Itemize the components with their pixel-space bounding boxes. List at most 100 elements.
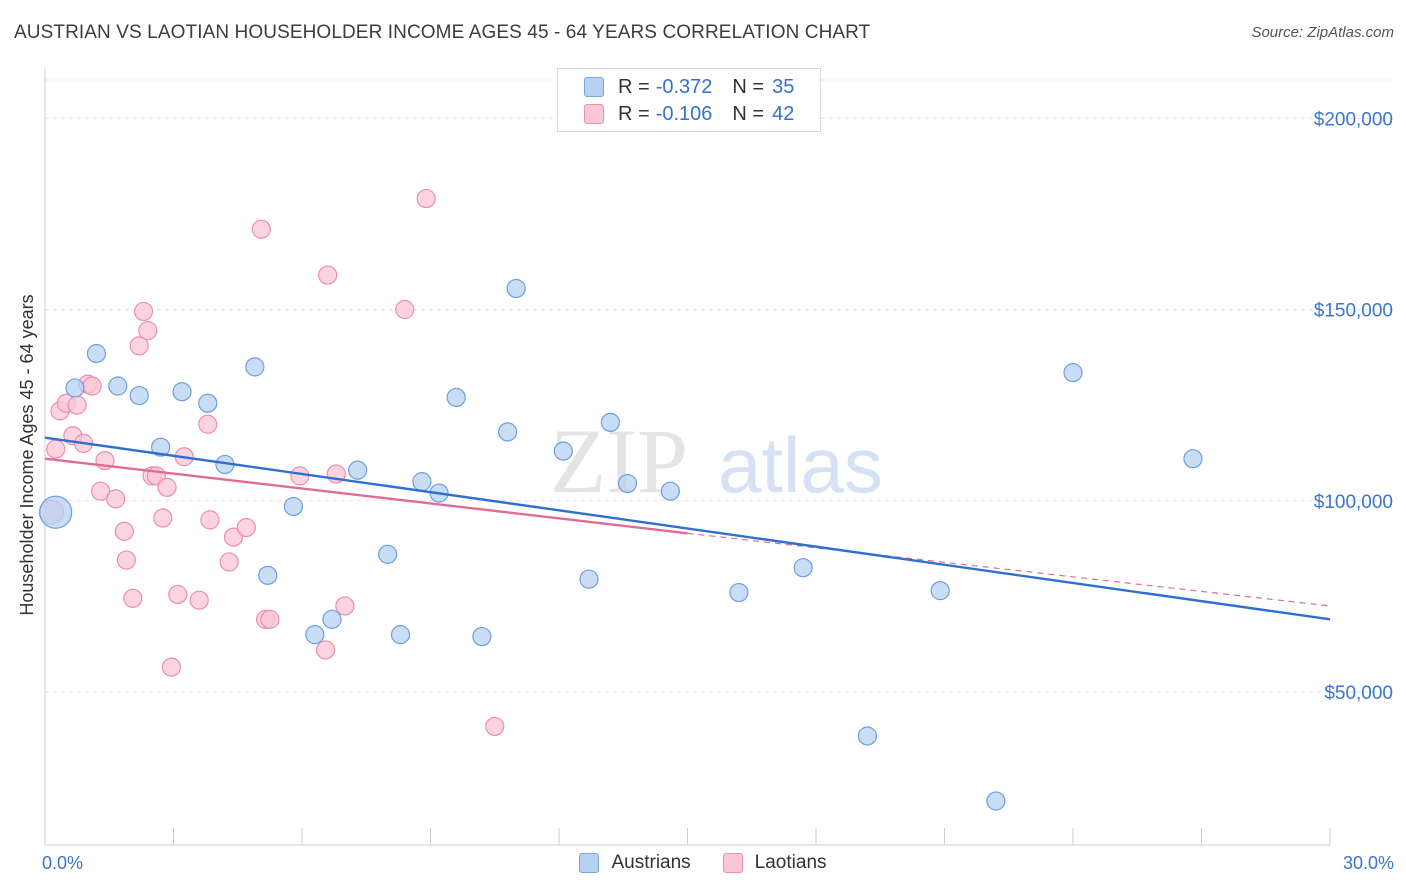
correlation-legend: R = -0.372 N = 35 R = -0.106 N = 42 — [557, 68, 821, 132]
laotians-point — [318, 265, 338, 285]
laotians-point — [335, 596, 355, 616]
trend-lines — [44, 436, 1331, 621]
y-tick-label: $150,000 — [1314, 301, 1393, 322]
austrians-point — [348, 460, 368, 480]
laotians-point — [91, 481, 111, 501]
austrians-point — [793, 558, 813, 578]
laotians-point — [260, 609, 280, 629]
source-label: Source: ZipAtlas.com — [1251, 24, 1394, 41]
austrians-swatch — [579, 853, 600, 873]
austrians-point — [600, 412, 621, 432]
axes — [44, 68, 1331, 846]
austrians-point — [498, 422, 518, 442]
laotians-point — [219, 552, 239, 572]
austrians-points — [39, 278, 1203, 811]
n-value: 42 — [772, 102, 795, 125]
austrians-point — [553, 441, 573, 461]
laotians-point — [129, 336, 149, 356]
r-value: -0.372 — [655, 75, 713, 98]
laotians-point — [46, 439, 66, 459]
austrians-point — [579, 569, 599, 589]
laotians-point — [168, 584, 188, 605]
austrians-point — [446, 387, 466, 408]
laotians-point — [395, 299, 415, 320]
austrians-point — [660, 481, 680, 501]
austrians-point — [172, 382, 192, 402]
watermark-atlas: atlas — [718, 421, 883, 509]
laotians-point — [315, 640, 336, 660]
austrians-point — [472, 626, 492, 647]
laotians-point — [223, 527, 244, 547]
laotians-point — [290, 466, 310, 486]
y-tick-label: $50,000 — [1324, 683, 1393, 704]
chart-title: AUSTRIAN VS LAOTIAN HOUSEHOLDER INCOME A… — [14, 22, 871, 43]
austrians-point — [39, 495, 73, 529]
y-tick-label: $200,000 — [1314, 109, 1393, 130]
y-axis-label: Householder Income Ages 45 - 64 years — [17, 294, 37, 615]
austrians-point — [245, 357, 265, 377]
austrians-point — [322, 609, 342, 629]
y-tick-label: $100,000 — [1314, 492, 1393, 513]
laotians-point — [198, 414, 218, 434]
austrians-point — [65, 378, 85, 398]
austrians-point — [930, 581, 950, 601]
laotians-point — [485, 716, 505, 737]
series-legend: Austrians Laotians — [0, 852, 1406, 874]
n-value: 35 — [772, 75, 795, 98]
austrians-point — [506, 278, 526, 299]
legend-row-austrians: R = -0.372 N = 35 — [584, 73, 794, 101]
austrians-point — [729, 582, 749, 603]
austrians-point — [305, 625, 325, 645]
legend-label-austrians: Austrians — [611, 852, 691, 873]
laotians-point — [416, 188, 436, 209]
legend-item-austrians: Austrians — [579, 852, 691, 874]
x-tick-label: 0.0% — [42, 853, 83, 873]
laotians-point — [114, 521, 134, 541]
laotians-point — [153, 508, 173, 528]
laotians-points — [38, 188, 505, 737]
watermark: ZIP atlas — [550, 410, 883, 512]
laotians-point — [138, 320, 158, 341]
austrians-point — [412, 472, 432, 492]
austrians-point — [378, 544, 398, 564]
austrians-point — [129, 385, 149, 406]
austrians-point — [151, 437, 171, 457]
laotians-swatch — [584, 104, 604, 124]
austrians-point — [857, 726, 878, 746]
r-label: R = — [618, 102, 650, 125]
y-tick-labels: $50,000 $100,000 $150,000 $200,000 — [1314, 109, 1393, 704]
laotians-point — [67, 395, 87, 415]
austrians-point — [1183, 449, 1203, 469]
laotians-point — [200, 510, 220, 530]
x-tick-label: 30.0% — [1343, 853, 1394, 873]
austrians-point — [1063, 363, 1083, 383]
laotians-trend-line — [44, 457, 688, 535]
laotians-point — [123, 588, 143, 608]
laotians-point — [189, 590, 209, 610]
austrians-point — [86, 343, 107, 364]
x-tick-labels: 0.0% 30.0% — [42, 853, 1394, 873]
austrians-point — [283, 496, 304, 517]
laotians-point — [251, 219, 271, 239]
laotians-point — [82, 376, 102, 396]
laotians-swatch — [722, 853, 743, 873]
austrians-point — [108, 376, 128, 396]
n-label: N = — [732, 102, 765, 125]
laotians-point — [106, 489, 126, 509]
legend-row-laotians: R = -0.106 N = 42 — [584, 100, 794, 128]
n-label: N = — [732, 75, 765, 98]
laotians-point — [133, 301, 154, 322]
austrians-trend-line — [44, 436, 1331, 621]
austrians-point — [198, 393, 218, 413]
r-value: -0.106 — [655, 102, 713, 125]
austrians-swatch — [584, 77, 604, 97]
legend-item-laotians: Laotians — [722, 852, 827, 874]
austrians-point — [390, 625, 411, 645]
r-label: R = — [618, 75, 650, 98]
austrians-point — [986, 791, 1006, 811]
austrians-point — [258, 565, 278, 585]
laotians-point — [161, 657, 181, 677]
austrians-point — [617, 473, 638, 494]
laotians-point — [236, 517, 256, 538]
